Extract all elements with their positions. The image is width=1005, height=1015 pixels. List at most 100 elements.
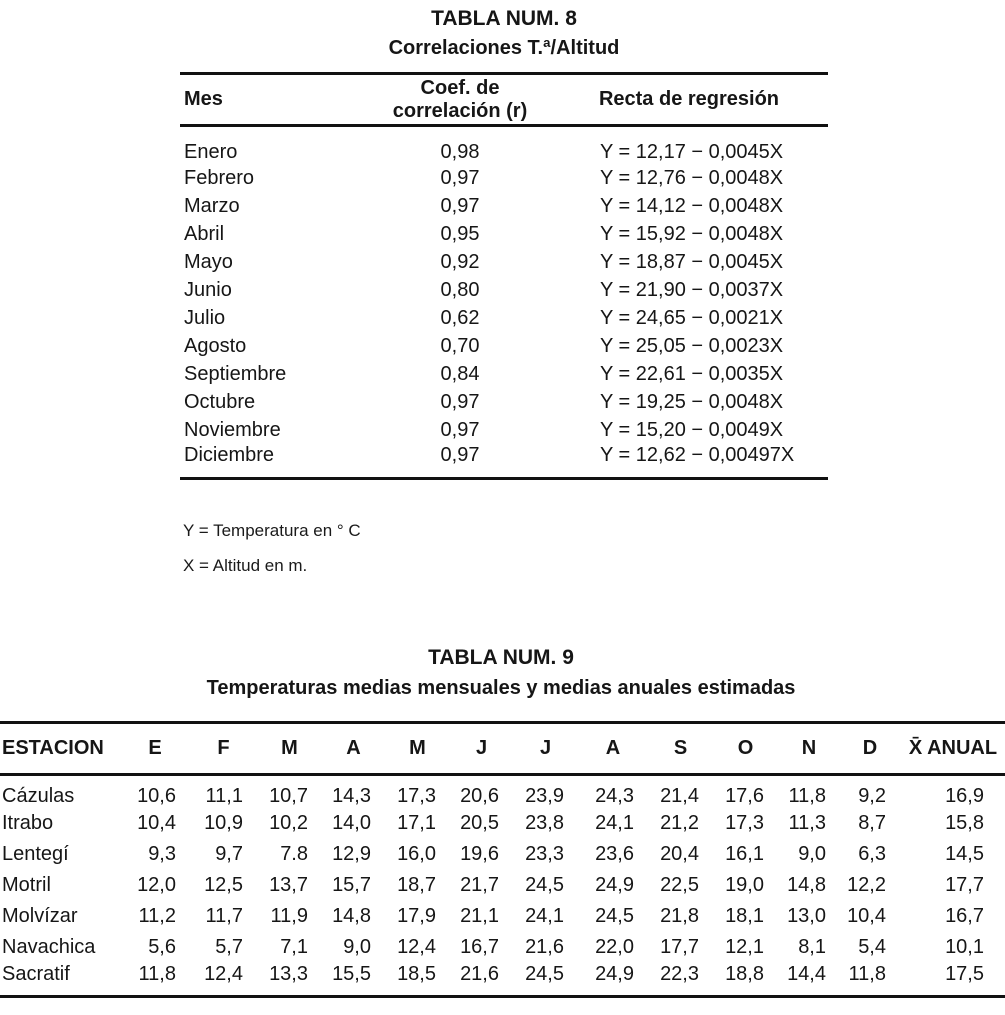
- cell-coef: 0,97: [440, 418, 480, 441]
- tabla-9-column-header: M: [257, 722, 322, 776]
- cell-temperature: 19,0: [725, 874, 764, 896]
- cell-temperature: 10,6: [137, 785, 176, 807]
- cell-mes: Octubre: [184, 390, 256, 413]
- cell-temperature: 14,8: [332, 905, 371, 927]
- cell-temperature: 24,1: [595, 812, 634, 834]
- cell-temperature: 13,7: [269, 874, 308, 896]
- cell-recta: Y = 18,87 − 0,0045X: [600, 250, 784, 273]
- table-row: Diciembre 0,97 Y = 12,62 − 0,00497X: [180, 444, 828, 479]
- tabla-9-column-header: M: [385, 722, 450, 776]
- cell-coef: 0,97: [440, 166, 480, 189]
- cell-station: Lentegí: [2, 843, 69, 865]
- cell-mes: Febrero: [184, 166, 255, 189]
- cell-temperature: 8,1: [798, 936, 826, 958]
- cell-temperature: 17,7: [945, 874, 984, 896]
- table-row: Molvízar 11,2 11,7 11,9 14,8 17,9 21,1 24,1 24,5…: [0, 901, 1005, 932]
- cell-temperature: 14,3: [332, 785, 371, 807]
- table-row: Cázulas 10,6 11,1 10,7 14,3 17,3 20,6 23,9 24,3 2…: [0, 775, 1005, 809]
- cell-mes: Septiembre: [184, 362, 287, 385]
- cell-station: Motril: [2, 874, 51, 896]
- tabla-9-column-header: J: [513, 722, 578, 776]
- cell-station: Molvízar: [2, 905, 78, 927]
- cell-recta: Y = 21,90 − 0,0037X: [600, 278, 784, 301]
- cell-temperature: 23,9: [525, 785, 564, 807]
- cell-temperature: 9,0: [343, 936, 371, 958]
- tabla-9-column-header: E: [120, 722, 190, 776]
- cell-temperature: 12,1: [725, 936, 764, 958]
- table-row: Septiembre 0,84 Y = 22,61 − 0,0035X: [180, 360, 828, 388]
- cell-temperature: 15,8: [945, 812, 984, 834]
- cell-temperature: 22,0: [595, 936, 634, 958]
- cell-temperature: 24,9: [595, 874, 634, 896]
- cell-temperature: 11,2: [138, 905, 176, 927]
- tabla-9-column-header: F: [190, 722, 257, 776]
- tabla-9-column-header: A: [578, 722, 648, 776]
- cell-temperature: 22,3: [660, 963, 699, 985]
- cell-temperature: 23,6: [595, 843, 634, 865]
- cell-recta: Y = 12,17 − 0,0045X: [600, 141, 784, 163]
- cell-recta: Y = 15,20 − 0,0049X: [600, 418, 784, 441]
- cell-temperature: 12,4: [204, 963, 243, 985]
- tabla-8-column-header: Recta de regresión: [550, 73, 828, 127]
- cell-temperature: 23,3: [525, 843, 564, 865]
- cell-temperature: 17,5: [945, 963, 984, 985]
- cell-temperature: 6,3: [858, 843, 886, 865]
- cell-temperature: 7,1: [280, 936, 308, 958]
- tabla-8-body: Enero 0,98 Y = 12,17 − 0,0045X Febrero 0,97 Y…: [180, 126, 828, 479]
- cell-mes: Agosto: [184, 334, 247, 357]
- cell-coef: 0,95: [440, 222, 480, 245]
- cell-temperature: 12,0: [137, 874, 176, 896]
- cell-temperature: 21,6: [525, 936, 564, 958]
- cell-temperature: 12,9: [332, 843, 371, 865]
- cell-temperature: 10,4: [137, 812, 176, 834]
- tabla-9-column-header: ESTACION: [0, 722, 120, 776]
- cell-temperature: 17,7: [660, 936, 699, 958]
- cell-temperature: 11,8: [788, 785, 826, 807]
- cell-temperature: 5,6: [148, 936, 176, 958]
- tabla-9-column-header: X̄ ANUAL: [900, 722, 1005, 776]
- cell-temperature: 12,4: [397, 936, 436, 958]
- tabla-9-column-header: N: [778, 722, 840, 776]
- table-row: Lentegí 9,3 9,7 7.8 12,9 16,0 19,6 23,3 23,6 20,4…: [0, 839, 1005, 870]
- cell-temperature: 14,5: [945, 843, 984, 865]
- cell-temperature: 17,1: [397, 812, 436, 834]
- tabla-9-title: TABLA NUM. 9: [428, 646, 574, 669]
- tabla-9-column-header: O: [713, 722, 778, 776]
- cell-temperature: 11,7: [205, 905, 243, 927]
- cell-temperature: 13,3: [269, 963, 308, 985]
- footnote-y-definition: Y = Temperatura en ° C: [183, 521, 361, 540]
- cell-temperature: 18,5: [397, 963, 436, 985]
- cell-temperature: 8,7: [858, 812, 886, 834]
- cell-temperature: 17,6: [725, 785, 764, 807]
- cell-temperature: 16,9: [945, 785, 984, 807]
- tabla-9-body: Cázulas 10,6 11,1 10,7 14,3 17,3 20,6 23,9 24,3 2…: [0, 775, 1005, 997]
- table-row: Octubre 0,97 Y = 19,25 − 0,0048X: [180, 388, 828, 416]
- tabla-9-column-header: S: [648, 722, 713, 776]
- cell-coef: 0,80: [440, 278, 480, 301]
- cell-temperature: 18,1: [725, 905, 764, 927]
- cell-temperature: 16,7: [460, 936, 499, 958]
- cell-coef: 0,84: [440, 362, 480, 385]
- cell-recta: Y = 12,76 − 0,0048X: [600, 166, 784, 189]
- cell-mes: Mayo: [184, 250, 233, 273]
- cell-temperature: 12,5: [204, 874, 243, 896]
- table-row: Abril 0,95 Y = 15,92 − 0,0048X: [180, 220, 828, 248]
- cell-temperature: 16,1: [725, 843, 764, 865]
- table-row: Febrero 0,97 Y = 12,76 − 0,0048X: [180, 164, 828, 192]
- cell-temperature: 21,1: [460, 905, 499, 927]
- tabla-8-header-row: Mes Coef. de correlación (r) Recta de regr…: [180, 73, 828, 127]
- cell-temperature: 21,4: [660, 785, 699, 807]
- cell-temperature: 21,6: [460, 963, 499, 985]
- cell-station: Itrabo: [2, 812, 54, 834]
- cell-temperature: 11,9: [270, 905, 308, 927]
- table-row: Noviembre 0,97 Y = 15,20 − 0,0049X: [180, 416, 828, 444]
- cell-recta: Y = 14,12 − 0,0048X: [600, 194, 784, 217]
- cell-coef: 0,70: [440, 334, 480, 357]
- tabla-9-table: ESTACION E F M A M J J A S O N D X̄ ANUAL Cázulas 10,6…: [0, 721, 1005, 998]
- cell-mes: Diciembre: [184, 444, 275, 466]
- cell-temperature: 21,7: [460, 874, 499, 896]
- cell-temperature: 16,7: [945, 905, 984, 927]
- tabla-8-column-header: Mes: [180, 73, 370, 127]
- table-row: Itrabo 10,4 10,9 10,2 14,0 17,1 20,5 23,8 24,1 21…: [0, 808, 1005, 839]
- cell-temperature: 24,5: [525, 874, 564, 896]
